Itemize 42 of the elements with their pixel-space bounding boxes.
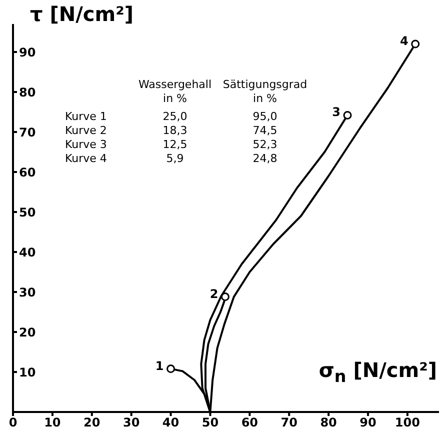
annotation: Sättigungsgrad (222, 78, 308, 92)
y-axis-title: τ [N/cm²] (30, 2, 134, 26)
annotation: Kurve 1 (65, 110, 107, 124)
x-tick-label: 40 (162, 416, 180, 430)
y-tick-label: 70 (19, 125, 36, 140)
x-tick-label: 70 (280, 416, 298, 430)
annotation: 12,5 (162, 138, 188, 152)
series-label: 2 (210, 286, 218, 301)
series-label: 4 (400, 34, 408, 48)
annotation: 18,3 (162, 124, 188, 138)
y-tick-label: 80 (19, 85, 36, 100)
x-tick-label: 90 (360, 416, 376, 430)
x-tick-label: 50 (202, 416, 219, 430)
y-tick-label: 10 (19, 365, 36, 380)
y-tick-label: 90 (19, 45, 36, 60)
annotation: Kurve 3 (65, 138, 107, 152)
x-tick-label: 30 (122, 416, 140, 430)
y-tick-label: 60 (19, 165, 36, 180)
x-tick-label: 20 (84, 416, 100, 430)
series-label: 1 (155, 358, 164, 373)
annotation: 74,5 (252, 124, 278, 138)
annotation: 5,9 (166, 152, 184, 166)
y-tick-label: 20 (19, 325, 36, 340)
annotation: Wassergehall (138, 78, 212, 92)
series-label: 3 (332, 105, 340, 120)
annotation: 25,0 (162, 110, 188, 124)
annotation: 95,0 (252, 110, 278, 124)
y-tick-label: 50 (19, 205, 36, 220)
annotation: Kurve 4 (65, 152, 107, 166)
y-tick-label: 40 (19, 245, 36, 260)
annotation: in % (253, 92, 277, 106)
x-tick-label: 80 (320, 416, 337, 430)
x-tick-label: 100 (394, 416, 420, 430)
x-tick-label: 0 (8, 416, 18, 430)
x-tick-label: 60 (241, 416, 258, 430)
x-axis-title: σ$_{n}$ [N/cm²] (318, 358, 437, 386)
annotation: Kurve 2 (65, 124, 107, 138)
annotation: 24,8 (252, 152, 278, 166)
annotation: 52,3 (252, 138, 278, 152)
y-tick-label: 30 (19, 285, 36, 300)
annotation: in % (163, 92, 187, 106)
x-tick-label: 10 (44, 416, 61, 430)
